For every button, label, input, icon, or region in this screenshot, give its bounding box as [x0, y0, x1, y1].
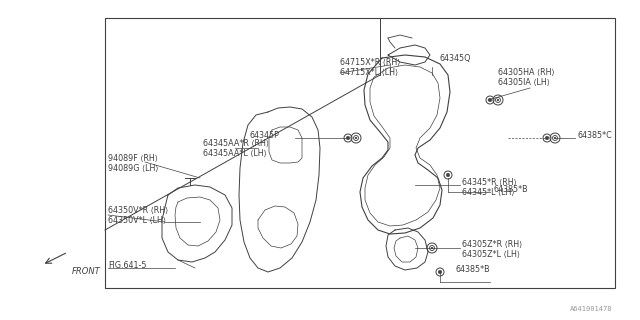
- Text: 64715X*R ⟨RH⟩: 64715X*R ⟨RH⟩: [340, 58, 401, 67]
- Text: 64345AA*R ⟨RH⟩: 64345AA*R ⟨RH⟩: [203, 139, 269, 148]
- Text: 64345Q: 64345Q: [440, 53, 472, 62]
- Text: FIG.641-5: FIG.641-5: [108, 260, 147, 269]
- Circle shape: [488, 98, 492, 102]
- Text: 64385*C: 64385*C: [578, 131, 612, 140]
- Text: 64715X*L ⟨LH⟩: 64715X*L ⟨LH⟩: [340, 68, 398, 76]
- Text: 64345*L ⟨LH⟩: 64345*L ⟨LH⟩: [462, 188, 515, 196]
- Circle shape: [431, 247, 433, 249]
- Text: 64350V*L ⟨LH⟩: 64350V*L ⟨LH⟩: [108, 215, 166, 225]
- Text: 64345AA*L ⟨LH⟩: 64345AA*L ⟨LH⟩: [203, 148, 267, 157]
- Circle shape: [545, 136, 548, 140]
- Circle shape: [554, 137, 556, 139]
- Text: 64345*R ⟨RH⟩: 64345*R ⟨RH⟩: [462, 178, 516, 187]
- Circle shape: [497, 99, 499, 101]
- Circle shape: [446, 173, 450, 177]
- Circle shape: [355, 137, 357, 139]
- Circle shape: [346, 136, 350, 140]
- Text: A641001478: A641001478: [570, 306, 612, 312]
- Text: FRONT: FRONT: [72, 268, 100, 276]
- Text: 64385*B: 64385*B: [455, 266, 490, 275]
- Text: 64305Z*R ⟨RH⟩: 64305Z*R ⟨RH⟩: [462, 239, 522, 249]
- Text: 64305HA ⟨RH⟩: 64305HA ⟨RH⟩: [498, 68, 555, 76]
- Text: 64350V*R ⟨RH⟩: 64350V*R ⟨RH⟩: [108, 205, 168, 214]
- Bar: [105, 18, 615, 288]
- Text: 94089G ⟨LH⟩: 94089G ⟨LH⟩: [108, 164, 159, 172]
- Text: 94089F ⟨RH⟩: 94089F ⟨RH⟩: [108, 154, 158, 163]
- Text: 64385*B: 64385*B: [493, 186, 527, 195]
- Text: 64305Z*L ⟨LH⟩: 64305Z*L ⟨LH⟩: [462, 250, 520, 259]
- Text: 64305IA ⟨LH⟩: 64305IA ⟨LH⟩: [498, 77, 550, 86]
- Circle shape: [438, 270, 442, 274]
- Text: 64345P: 64345P: [250, 131, 280, 140]
